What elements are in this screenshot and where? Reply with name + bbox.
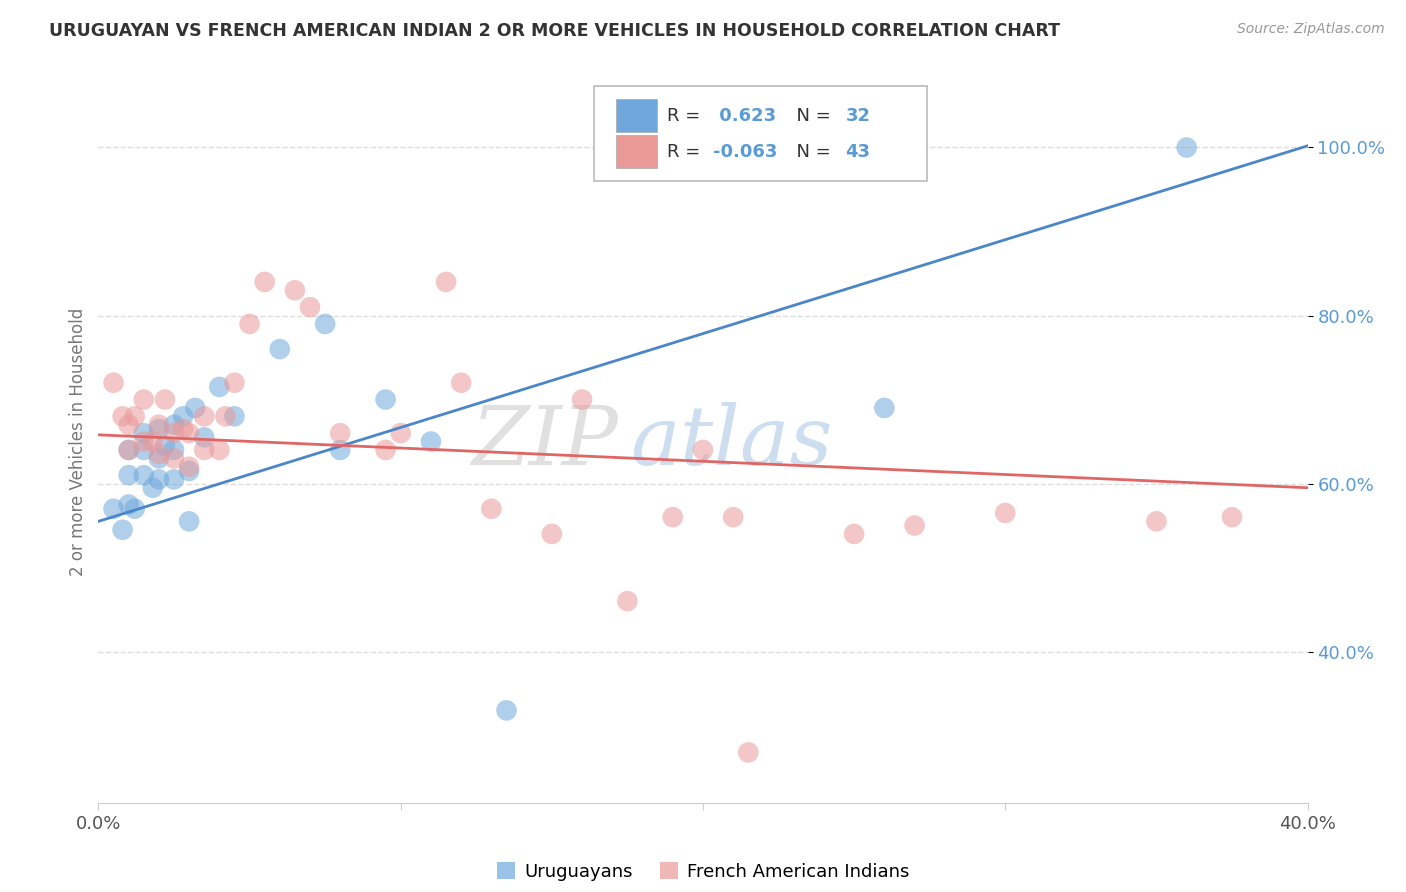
- Point: [132, 442, 155, 457]
- Point: [179, 459, 201, 474]
- Point: [153, 392, 176, 407]
- Text: -0.063: -0.063: [713, 143, 778, 161]
- Point: [179, 426, 201, 441]
- Point: [450, 376, 472, 390]
- Point: [148, 417, 170, 432]
- Point: [873, 401, 896, 415]
- Point: [314, 317, 336, 331]
- Point: [1220, 510, 1243, 524]
- Point: [148, 472, 170, 486]
- FancyBboxPatch shape: [595, 86, 927, 181]
- Point: [329, 426, 352, 441]
- Point: [132, 434, 155, 449]
- Point: [118, 498, 141, 512]
- Point: [148, 447, 170, 461]
- Point: [1175, 140, 1198, 154]
- Point: [124, 409, 146, 424]
- Point: [994, 506, 1017, 520]
- Point: [179, 464, 201, 478]
- Point: [389, 426, 412, 441]
- Point: [661, 510, 683, 524]
- Point: [904, 518, 927, 533]
- Point: [434, 275, 457, 289]
- Text: N =: N =: [785, 143, 837, 161]
- Point: [163, 451, 186, 466]
- Point: [142, 481, 165, 495]
- Point: [111, 523, 134, 537]
- Point: [723, 510, 745, 524]
- Point: [495, 703, 517, 717]
- Text: Source: ZipAtlas.com: Source: ZipAtlas.com: [1237, 22, 1385, 37]
- Point: [208, 442, 231, 457]
- Point: [118, 442, 141, 457]
- Point: [214, 409, 236, 424]
- Point: [224, 409, 246, 424]
- Point: [224, 376, 246, 390]
- Text: R =: R =: [666, 143, 706, 161]
- Text: ZIP: ZIP: [471, 401, 619, 482]
- Point: [172, 422, 194, 436]
- Point: [148, 451, 170, 466]
- Point: [193, 430, 215, 444]
- Point: [329, 442, 352, 457]
- Point: [172, 409, 194, 424]
- Point: [184, 401, 207, 415]
- Y-axis label: 2 or more Vehicles in Household: 2 or more Vehicles in Household: [69, 308, 87, 575]
- Point: [253, 275, 276, 289]
- FancyBboxPatch shape: [616, 136, 657, 169]
- Point: [163, 472, 186, 486]
- Point: [111, 409, 134, 424]
- Point: [103, 376, 125, 390]
- FancyBboxPatch shape: [616, 99, 657, 132]
- Text: atlas: atlas: [630, 401, 832, 482]
- Point: [163, 442, 186, 457]
- Point: [692, 442, 714, 457]
- Point: [571, 392, 593, 407]
- Legend: Uruguayans, French American Indians: Uruguayans, French American Indians: [489, 855, 917, 888]
- Point: [616, 594, 638, 608]
- Text: 43: 43: [845, 143, 870, 161]
- Point: [299, 300, 322, 314]
- Point: [844, 527, 866, 541]
- Point: [118, 417, 141, 432]
- Point: [132, 468, 155, 483]
- Text: 0.623: 0.623: [713, 107, 776, 125]
- Point: [118, 442, 141, 457]
- Point: [193, 442, 215, 457]
- Point: [163, 417, 186, 432]
- Text: URUGUAYAN VS FRENCH AMERICAN INDIAN 2 OR MORE VEHICLES IN HOUSEHOLD CORRELATION : URUGUAYAN VS FRENCH AMERICAN INDIAN 2 OR…: [49, 22, 1060, 40]
- Text: N =: N =: [785, 107, 837, 125]
- Point: [179, 514, 201, 528]
- Point: [153, 439, 176, 453]
- Point: [374, 392, 396, 407]
- Text: R =: R =: [666, 107, 706, 125]
- Point: [1144, 514, 1167, 528]
- Point: [239, 317, 262, 331]
- Point: [118, 468, 141, 483]
- Point: [124, 501, 146, 516]
- Point: [163, 426, 186, 441]
- Point: [420, 434, 443, 449]
- Point: [540, 527, 562, 541]
- Point: [193, 409, 215, 424]
- Point: [132, 426, 155, 441]
- Point: [142, 434, 165, 449]
- Point: [148, 422, 170, 436]
- Point: [208, 380, 231, 394]
- Point: [269, 342, 291, 356]
- Point: [103, 501, 125, 516]
- Point: [374, 442, 396, 457]
- Point: [481, 501, 503, 516]
- Point: [284, 283, 307, 297]
- Point: [737, 745, 759, 759]
- Text: 32: 32: [845, 107, 870, 125]
- Point: [132, 392, 155, 407]
